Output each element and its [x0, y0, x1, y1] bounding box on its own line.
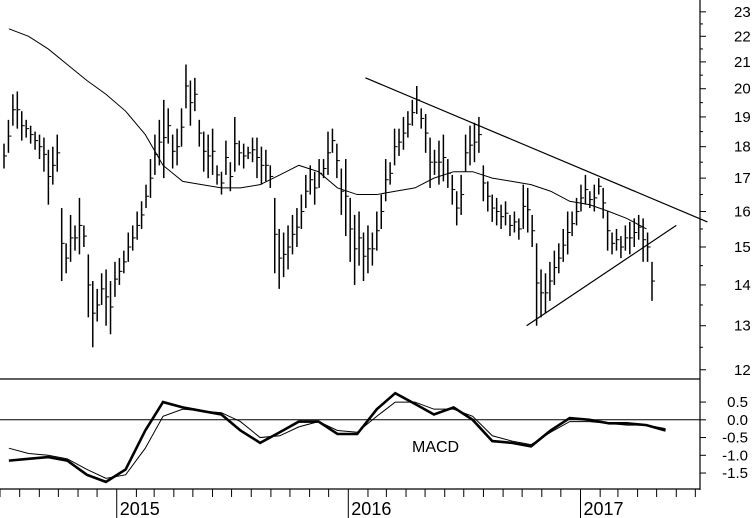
trendline-upper: [365, 77, 708, 223]
trendlines: [365, 77, 708, 327]
macd-tick-label: 0.5: [727, 394, 748, 411]
macd-tick-label: -1.0: [722, 447, 748, 464]
time-axis: 2015 2016 2017: [0, 489, 696, 518]
time-axis-year-label: 2016: [351, 499, 391, 518]
price-axis: 12 13 14 15 16 17 18 19 20 21 22 23: [700, 4, 751, 379]
price-tick-label: 19: [734, 109, 751, 126]
price-tick-label: 20: [734, 81, 751, 98]
price-tick-label: 17: [734, 170, 751, 187]
price-panel: [3, 28, 708, 348]
price-tick-label: 15: [734, 239, 751, 256]
price-tick-label: 21: [734, 54, 751, 71]
price-tick-label: 18: [734, 139, 751, 156]
time-axis-year-label: 2017: [584, 499, 624, 518]
macd-signal-line: [8, 401, 666, 479]
price-tick-label: 12: [734, 362, 751, 379]
price-tick-label: 22: [734, 28, 751, 45]
macd-label: MACD: [412, 439, 459, 456]
macd-tick-label: -1.5: [722, 465, 748, 482]
trendline-lower: [526, 224, 677, 327]
price-bars: [3, 64, 655, 348]
macd-axis: 0.50.0-0.5-1.0-1.5: [700, 394, 748, 482]
price-tick-label: 14: [734, 277, 751, 294]
macd-panel: MACD: [0, 391, 700, 484]
price-tick-label: 23: [734, 4, 751, 21]
price-tick-label: 16: [734, 203, 751, 220]
price-tick-label: 13: [734, 318, 751, 335]
moving-average-line: [8, 28, 647, 230]
time-axis-year-label: 2015: [120, 499, 160, 518]
macd-tick-label: -0.5: [722, 430, 748, 447]
macd-tick-label: 0.0: [727, 412, 748, 429]
macd-line: [8, 391, 666, 484]
